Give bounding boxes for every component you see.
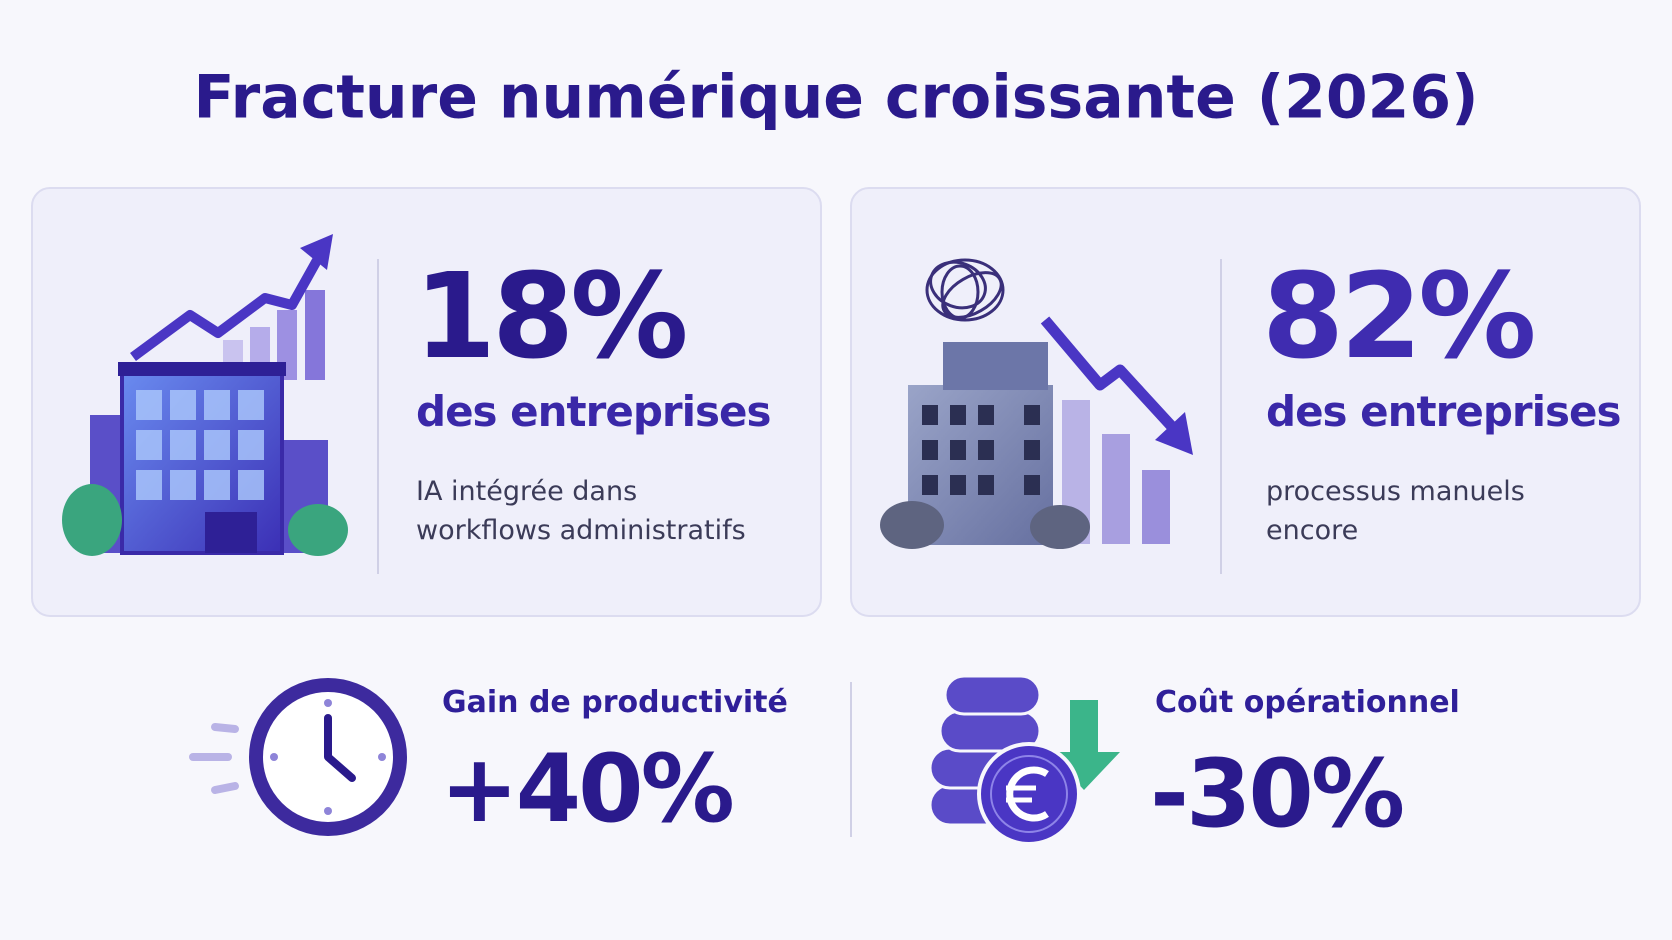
clock-icon bbox=[189, 678, 407, 836]
building-growth-icon bbox=[62, 234, 348, 556]
stat-description: workflows administratifs bbox=[416, 515, 746, 546]
stat-description: encore bbox=[1266, 515, 1358, 546]
building-decline-icon bbox=[880, 258, 1193, 549]
metric-label: Coût opérationnel bbox=[1155, 685, 1460, 720]
coins-icon bbox=[928, 674, 1120, 846]
stat-label: des entreprises bbox=[416, 387, 771, 436]
stat-value: 18% bbox=[414, 247, 685, 385]
stat-label: des entreprises bbox=[1266, 387, 1621, 436]
stat-description: processus manuels bbox=[1266, 476, 1525, 507]
metric-value: +40% bbox=[440, 735, 733, 844]
page-title: Fracture numérique croissante (2026) bbox=[193, 63, 1478, 133]
metric-label: Gain de productivité bbox=[442, 685, 788, 720]
stat-description: IA intégrée dans bbox=[416, 476, 637, 507]
metric-value: -30% bbox=[1150, 740, 1403, 849]
stat-value: 82% bbox=[1262, 247, 1533, 385]
